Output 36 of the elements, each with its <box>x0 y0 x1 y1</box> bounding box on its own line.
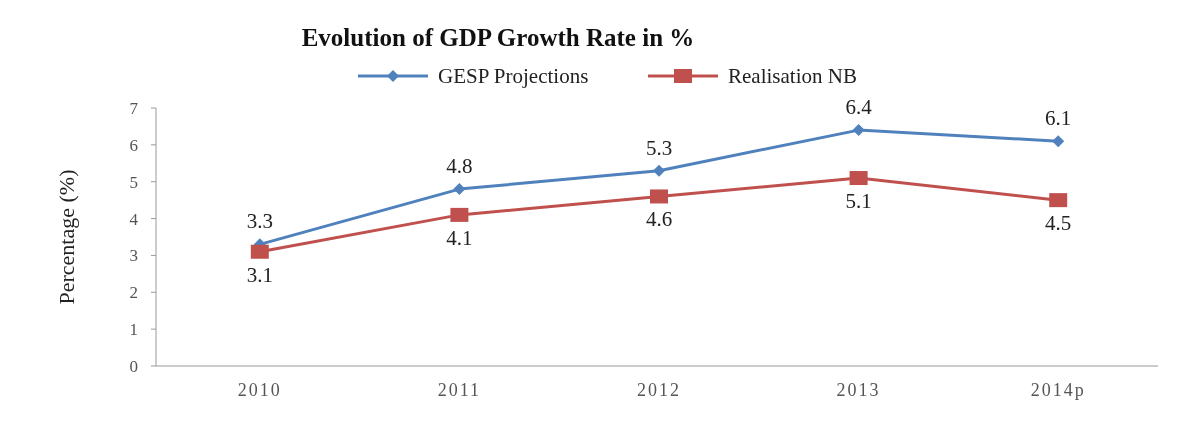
y-tick-label: 3 <box>129 246 138 266</box>
data-label: 4.5 <box>1045 211 1072 236</box>
x-tick-label: 2010 <box>237 380 282 400</box>
x-tick-label: 2013 <box>836 380 881 400</box>
y-axis-title: Percentage (%) <box>54 169 79 305</box>
data-label: 4.8 <box>446 154 473 179</box>
point <box>250 244 269 259</box>
y-tick-label: 0 <box>129 357 138 376</box>
data-label: 5.1 <box>845 189 872 214</box>
point <box>849 171 868 186</box>
x-tick-label: 2012 <box>637 380 681 400</box>
y-tick-label: 2 <box>129 283 138 303</box>
y-tick-label: 6 <box>129 135 138 155</box>
data-label: 6.1 <box>1045 106 1072 131</box>
point <box>1049 193 1068 208</box>
point <box>450 207 469 222</box>
y-tick-label: 7 <box>129 99 139 118</box>
legend-label: GESP Projections <box>438 64 589 88</box>
point <box>1052 135 1065 148</box>
legend-label: Realisation NB <box>728 64 857 88</box>
x-tick-label: 2014p <box>1030 380 1086 400</box>
data-label: 4.1 <box>446 225 473 250</box>
data-label: 5.3 <box>645 135 673 160</box>
chart-title: Evolution of GDP Growth Rate in % <box>301 24 695 51</box>
point <box>653 164 665 177</box>
point <box>852 124 865 137</box>
point <box>650 189 668 204</box>
y-tick-label: 5 <box>129 172 138 192</box>
data-label: 3.3 <box>246 209 273 234</box>
x-tick-label: 2011 <box>437 380 482 400</box>
data-label: 3.1 <box>246 262 273 287</box>
data-label: 4.6 <box>645 207 673 232</box>
point <box>453 183 466 196</box>
y-tick-label: 4 <box>129 209 139 229</box>
data-label: 6.4 <box>845 95 873 120</box>
y-tick-label: 1 <box>129 320 138 340</box>
